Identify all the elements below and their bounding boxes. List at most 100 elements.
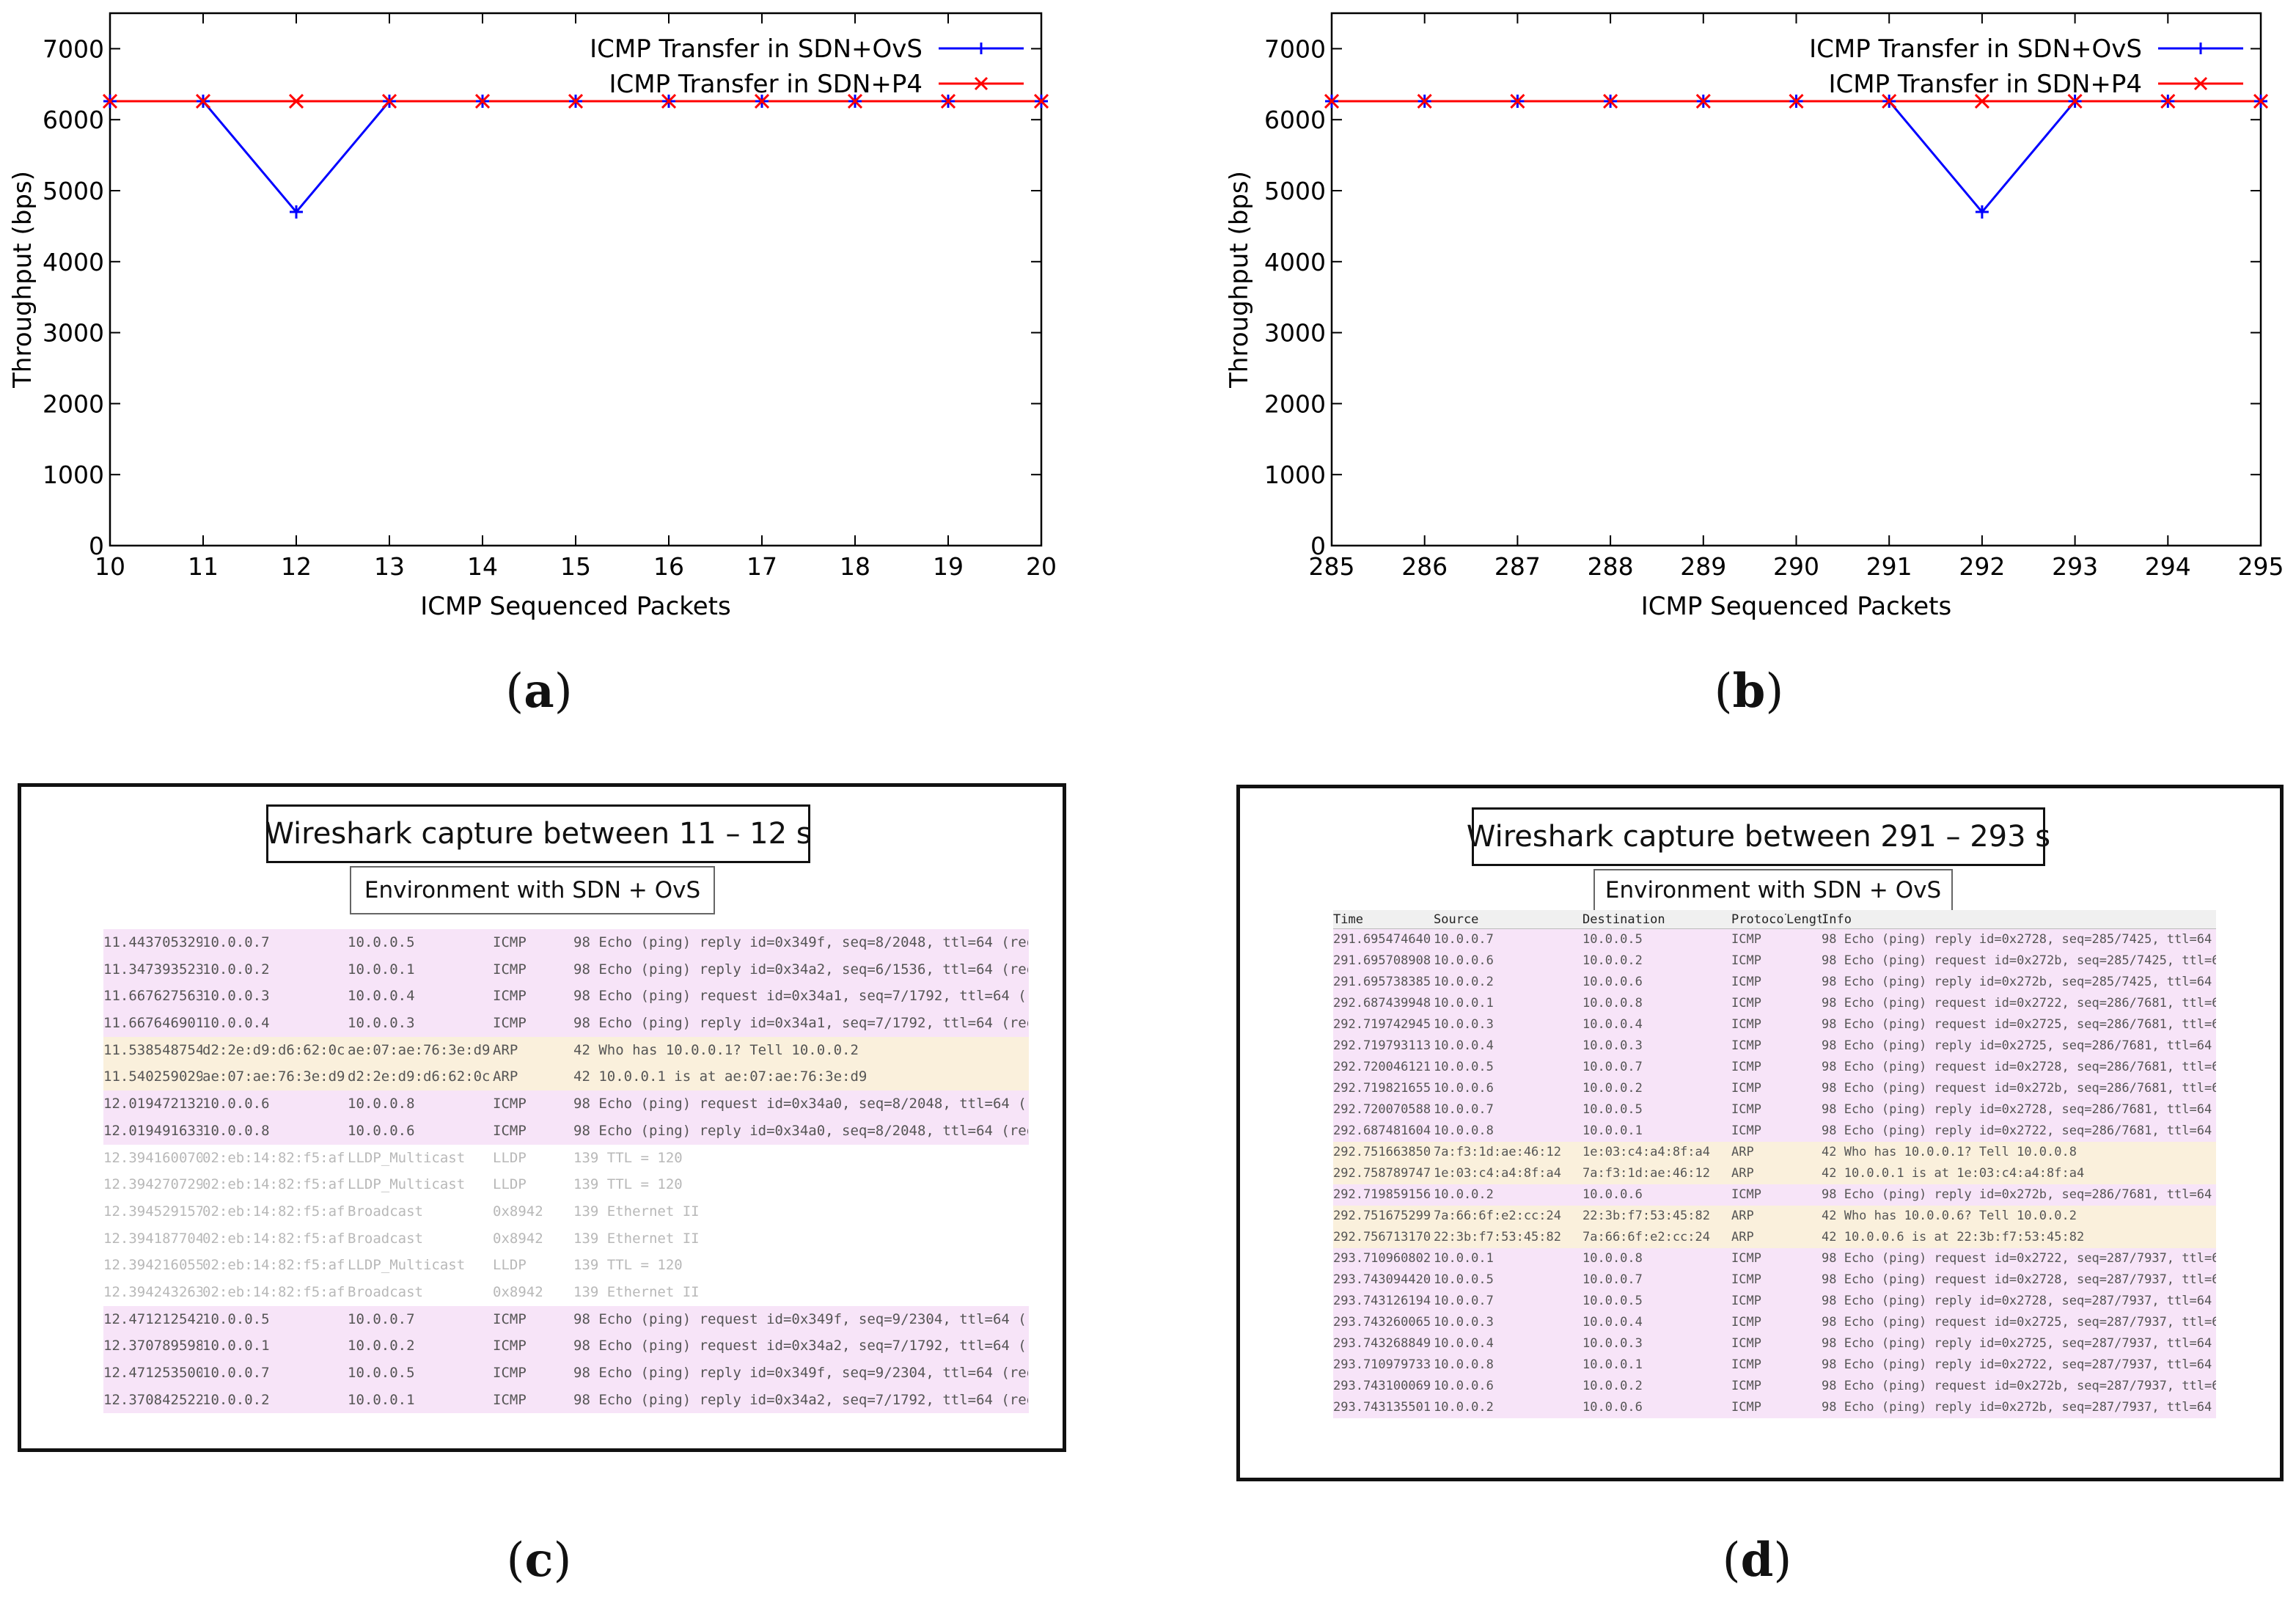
packet-src: 10.0.0.4 — [202, 1015, 270, 1032]
packet-info: 98 Echo (ping) reply id=0x272b, seq=286/… — [1822, 1187, 2212, 1202]
packet-row[interactable]: 292.720070588 10.0.0.7 10.0.0.5 ICMP 98 Echo… — [1333, 1099, 2216, 1121]
packet-row[interactable]: 11.538548754 d2:2e:d9:d6:62:0c ae:07:ae:76… — [103, 1036, 1029, 1064]
y-tick-label: 6000 — [1264, 106, 1326, 134]
packet-row[interactable]: 292.720046121 10.0.0.5 10.0.0.7 ICMP 98 Echo… — [1333, 1057, 2216, 1078]
data-point-p4 — [847, 93, 863, 109]
packet-dst: 10.0.0.1 — [1582, 1123, 1643, 1138]
data-point-ovs — [1975, 205, 1989, 219]
packet-src: 7a:f3:1d:ae:46:12 — [1434, 1145, 1561, 1159]
packet-row[interactable]: 12.471253500 10.0.0.7 10.0.0.5 ICMP 98 Echo … — [103, 1360, 1029, 1387]
x-tick-label: 289 — [1680, 552, 1726, 581]
data-point-p4 — [1417, 93, 1432, 109]
packet-row[interactable]: 293.743268849 10.0.0.4 10.0.0.3 ICMP 98 Echo… — [1333, 1333, 2216, 1354]
packet-row[interactable]: 11.347393523 10.0.0.2 10.0.0.1 ICMP 98 Echo … — [103, 956, 1029, 983]
packet-info: 98 Echo (ping) reply id=0x34a0, seq=8/20… — [573, 1122, 1028, 1139]
packet-row[interactable]: 12.394270729 02:eb:14:82:f5:af LLDP_Multic… — [103, 1171, 1029, 1198]
column-header-len[interactable]: Length — [1786, 912, 1822, 927]
packet-time: 12.471253500 — [103, 1365, 202, 1381]
column-header-proto[interactable]: Protocol — [1731, 912, 1786, 927]
x-tick-label: 11 — [188, 552, 219, 581]
packet-row[interactable]: 293.710979733 10.0.0.8 10.0.0.1 ICMP 98 Echo… — [1333, 1354, 2216, 1376]
packet-info: 42 10.0.0.6 is at 22:3b:f7:53:45:82 — [1822, 1230, 2085, 1244]
packet-row[interactable]: 12.019491633 10.0.0.8 10.0.0.6 ICMP 98 Echo … — [103, 1117, 1029, 1145]
packet-row[interactable]: 12.394243263 02:eb:14:82:f5:af Broadcast 0x… — [103, 1278, 1029, 1306]
packet-row[interactable]: 12.370842522 10.0.0.2 10.0.0.1 ICMP 98 Echo … — [103, 1386, 1029, 1414]
x-tick-label: 286 — [1401, 552, 1448, 581]
column-header-time[interactable]: Time — [1333, 912, 1363, 927]
packet-row[interactable]: 293.743100069 10.0.0.6 10.0.0.2 ICMP 98 Echo… — [1333, 1376, 2216, 1397]
packet-row[interactable]: 12.394216055 02:eb:14:82:f5:af LLDP_Multic… — [103, 1252, 1029, 1279]
x-tick-label: 18 — [840, 552, 870, 581]
packet-info: 98 Echo (ping) request id=0x34a1, seq=7/… — [573, 988, 1028, 1005]
packet-info: 139 Ethernet II — [573, 1230, 700, 1247]
packet-row[interactable]: 292.719742945 10.0.0.3 10.0.0.4 ICMP 98 Echo… — [1333, 1014, 2216, 1035]
data-point-p4 — [2160, 93, 2176, 109]
packet-row[interactable]: 12.019472132 10.0.0.6 10.0.0.8 ICMP 98 Echo … — [103, 1090, 1029, 1118]
packet-info: 139 Ethernet II — [573, 1283, 700, 1300]
packet-row[interactable]: 11.540259029 ae:07:ae:76:3e:d9 d2:2e:d9:d6… — [103, 1063, 1029, 1091]
packet-proto: ICMP — [1731, 1336, 1761, 1351]
packet-row[interactable]: 292.758789747 1e:03:c4:a4:8f:a4 7a:f3:1d:a… — [1333, 1163, 2216, 1184]
packet-time: 292.751663850 — [1333, 1145, 1431, 1159]
packet-row[interactable]: 292.719793113 10.0.0.4 10.0.0.3 ICMP 98 Echo… — [1333, 1035, 2216, 1057]
packet-src: 10.0.0.1 — [1434, 1251, 1494, 1266]
data-point-p4 — [1033, 93, 1049, 109]
packet-row[interactable]: 293.743126194 10.0.0.7 10.0.0.5 ICMP 98 Echo… — [1333, 1291, 2216, 1312]
packet-row[interactable]: 291.695708908 10.0.0.6 10.0.0.2 ICMP 98 Echo… — [1333, 950, 2216, 972]
packet-row[interactable]: 293.743260065 10.0.0.3 10.0.0.4 ICMP 98 Echo… — [1333, 1312, 2216, 1333]
packet-row[interactable]: 291.695738385 10.0.0.2 10.0.0.6 ICMP 98 Echo… — [1333, 972, 2216, 993]
legend-label: ICMP Transfer in SDN+OvS — [590, 34, 923, 64]
packet-time: 292.756713170 — [1333, 1230, 1431, 1244]
packet-row[interactable]: 12.394529157 02:eb:14:82:f5:af Broadcast 0x… — [103, 1198, 1029, 1225]
packet-row[interactable]: 293.743094420 10.0.0.5 10.0.0.7 ICMP 98 Echo… — [1333, 1269, 2216, 1291]
packet-len — [1786, 1333, 1822, 1354]
y-tick-label: 7000 — [43, 34, 104, 63]
packet-row[interactable]: 11.443705329 10.0.0.7 10.0.0.5 ICMP 98 Echo … — [103, 929, 1029, 956]
packet-time: 12.394529157 — [103, 1203, 202, 1220]
packet-row[interactable]: 12.370789598 10.0.0.1 10.0.0.2 ICMP 98 Echo … — [103, 1332, 1029, 1360]
packet-row[interactable]: 12.471212542 10.0.0.5 10.0.0.7 ICMP 98 Echo … — [103, 1305, 1029, 1333]
packet-info: 98 Echo (ping) request id=0x2725, seq=28… — [1822, 1017, 2216, 1032]
packet-row[interactable]: 291.695474640 10.0.0.7 10.0.0.5 ICMP 98 Echo… — [1333, 929, 2216, 950]
packet-proto: ARP — [1731, 1166, 1754, 1181]
column-header-dst[interactable]: Destination — [1582, 912, 1665, 927]
packet-time: 11.540259029 — [103, 1068, 202, 1085]
packet-row[interactable]: 11.667646901 10.0.0.4 10.0.0.3 ICMP 98 Echo … — [103, 1010, 1029, 1037]
packet-list-d: Time Source Destination ProtocolLengthInfo 2… — [1333, 910, 2216, 1418]
packet-row[interactable]: 12.394187704 02:eb:14:82:f5:af Broadcast 0x… — [103, 1225, 1029, 1253]
packet-row[interactable]: 292.719859156 10.0.0.2 10.0.0.6 ICMP 98 Echo… — [1333, 1184, 2216, 1206]
packet-row[interactable]: 292.756713170 22:3b:f7:53:45:82 7a:66:6f:e… — [1333, 1227, 2216, 1248]
packet-time: 292.751675299 — [1333, 1209, 1431, 1223]
packet-proto: ICMP — [1731, 1038, 1761, 1053]
y-tick-label: 4000 — [43, 248, 104, 276]
sublabel-a: (a) — [505, 664, 573, 719]
packet-row[interactable]: 292.751663850 7a:f3:1d:ae:46:12 1e:03:c4:a… — [1333, 1142, 2216, 1163]
packet-row[interactable]: 292.751675299 7a:66:6f:e2:cc:24 22:3b:f7:5… — [1333, 1206, 2216, 1227]
packet-row[interactable]: 292.719821655 10.0.0.6 10.0.0.2 ICMP 98 Echo… — [1333, 1078, 2216, 1099]
packet-time: 293.743126194 — [1333, 1294, 1431, 1308]
packet-row[interactable]: 292.687439948 10.0.0.1 10.0.0.8 ICMP 98 Echo… — [1333, 993, 2216, 1014]
packet-proto: ICMP — [493, 1365, 527, 1381]
packet-row[interactable]: 293.710960802 10.0.0.1 10.0.0.8 ICMP 98 Echo… — [1333, 1248, 2216, 1269]
data-point-p4 — [288, 93, 304, 109]
packet-row[interactable]: 292.687481604 10.0.0.8 10.0.0.1 ICMP 98 Echo… — [1333, 1121, 2216, 1142]
packet-dst: 10.0.0.5 — [348, 934, 415, 950]
packet-src: 10.0.0.2 — [1434, 1187, 1494, 1202]
packet-proto: ICMP — [493, 961, 527, 978]
packet-dst: 10.0.0.6 — [1582, 975, 1643, 989]
x-tick-label: 291 — [1866, 552, 1912, 581]
packet-src: 7a:66:6f:e2:cc:24 — [1434, 1209, 1561, 1223]
packet-row[interactable]: 293.743135501 10.0.0.2 10.0.0.6 ICMP 98 Echo… — [1333, 1397, 2216, 1418]
packet-time: 11.667646901 — [103, 1015, 202, 1032]
packet-info: 139 TTL = 120 — [573, 1149, 683, 1166]
packet-row[interactable]: 12.394160070 02:eb:14:82:f5:af LLDP_Multic… — [103, 1144, 1029, 1172]
column-header-info[interactable]: Info — [1822, 912, 1852, 927]
column-header-src[interactable]: Source — [1434, 912, 1479, 927]
packet-time: 12.019472132 — [103, 1096, 202, 1112]
packet-info: 98 Echo (ping) request id=0x2728, seq=28… — [1822, 1060, 2216, 1074]
x-tick-label: 12 — [281, 552, 312, 581]
packet-len — [1786, 1142, 1822, 1163]
data-point-p4 — [2253, 93, 2269, 109]
data-point-p4 — [102, 93, 118, 109]
packet-row[interactable]: 11.667627563 10.0.0.3 10.0.0.4 ICMP 98 Echo … — [103, 983, 1029, 1011]
